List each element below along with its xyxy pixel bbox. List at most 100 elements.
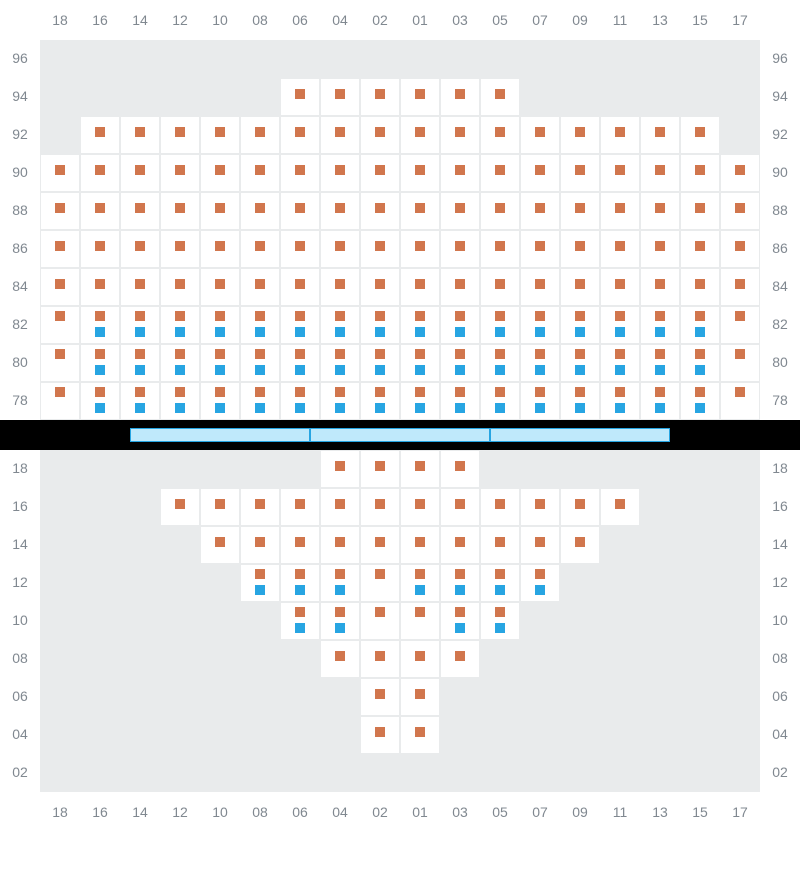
empty-cell xyxy=(160,450,200,488)
blue-marker xyxy=(695,365,705,375)
col-label: 03 xyxy=(440,804,480,820)
row-label: 78 xyxy=(760,392,800,408)
empty-cell xyxy=(240,40,280,78)
orange-marker xyxy=(615,349,625,359)
empty-cell xyxy=(480,716,520,754)
col-label: 14 xyxy=(120,804,160,820)
empty-cell xyxy=(720,526,760,564)
col-label: 11 xyxy=(600,804,640,820)
orange-marker xyxy=(175,499,185,509)
empty-cell xyxy=(80,488,120,526)
empty-cell xyxy=(120,526,160,564)
orange-marker xyxy=(495,165,505,175)
empty-cell xyxy=(400,754,440,792)
empty-cell xyxy=(720,678,760,716)
orange-marker xyxy=(735,311,745,321)
empty-cell xyxy=(560,678,600,716)
col-label: 15 xyxy=(680,804,720,820)
orange-marker xyxy=(215,499,225,509)
blue-marker xyxy=(335,365,345,375)
empty-cell xyxy=(200,678,240,716)
empty-cell xyxy=(120,640,160,678)
empty-cell xyxy=(480,40,520,78)
empty-cell xyxy=(680,678,720,716)
empty-cell xyxy=(640,488,680,526)
orange-marker xyxy=(335,203,345,213)
orange-marker xyxy=(175,241,185,251)
orange-marker xyxy=(415,461,425,471)
orange-marker xyxy=(695,165,705,175)
orange-marker xyxy=(255,203,265,213)
orange-marker xyxy=(375,499,385,509)
orange-marker xyxy=(575,349,585,359)
orange-marker xyxy=(495,537,505,547)
blue-marker xyxy=(575,365,585,375)
col-label: 09 xyxy=(560,12,600,28)
orange-marker xyxy=(295,569,305,579)
orange-marker xyxy=(175,127,185,137)
orange-marker xyxy=(735,241,745,251)
blue-marker xyxy=(135,365,145,375)
empty-cell xyxy=(280,716,320,754)
row-label: 94 xyxy=(760,88,800,104)
orange-marker xyxy=(175,279,185,289)
orange-marker xyxy=(655,165,665,175)
orange-marker xyxy=(415,349,425,359)
orange-marker xyxy=(415,203,425,213)
blue-marker xyxy=(455,623,465,633)
orange-marker xyxy=(655,241,665,251)
empty-cell xyxy=(240,640,280,678)
empty-cell xyxy=(320,40,360,78)
empty-cell xyxy=(640,716,680,754)
blue-marker xyxy=(215,327,225,337)
col-label: 09 xyxy=(560,804,600,820)
blue-marker xyxy=(655,327,665,337)
orange-marker xyxy=(615,165,625,175)
orange-marker xyxy=(215,165,225,175)
row-label: 08 xyxy=(0,650,40,666)
orange-marker xyxy=(255,569,265,579)
orange-marker xyxy=(455,165,465,175)
orange-marker xyxy=(535,127,545,137)
blue-marker xyxy=(135,403,145,413)
empty-cell xyxy=(720,40,760,78)
orange-marker xyxy=(375,461,385,471)
orange-marker xyxy=(415,651,425,661)
empty-cell xyxy=(600,678,640,716)
empty-cell xyxy=(680,450,720,488)
orange-marker xyxy=(415,689,425,699)
col-label: 13 xyxy=(640,12,680,28)
blue-marker xyxy=(295,623,305,633)
orange-marker xyxy=(695,127,705,137)
blue-marker xyxy=(655,403,665,413)
col-label: 12 xyxy=(160,12,200,28)
orange-marker xyxy=(415,165,425,175)
col-label: 02 xyxy=(360,804,400,820)
row-label: 16 xyxy=(0,498,40,514)
empty-cell xyxy=(80,564,120,602)
orange-marker xyxy=(575,311,585,321)
orange-marker xyxy=(415,499,425,509)
empty-cell xyxy=(560,640,600,678)
orange-marker xyxy=(535,203,545,213)
orange-marker xyxy=(575,203,585,213)
empty-cell xyxy=(320,716,360,754)
orange-marker xyxy=(335,349,345,359)
empty-cell xyxy=(240,716,280,754)
blue-marker xyxy=(215,403,225,413)
empty-cell xyxy=(640,754,680,792)
col-label: 10 xyxy=(200,12,240,28)
orange-marker xyxy=(335,387,345,397)
orange-marker xyxy=(575,165,585,175)
empty-cell xyxy=(120,488,160,526)
empty-cell xyxy=(280,754,320,792)
blue-marker xyxy=(375,327,385,337)
orange-marker xyxy=(215,279,225,289)
empty-cell xyxy=(600,78,640,116)
empty-cell xyxy=(160,40,200,78)
row-label: 88 xyxy=(0,202,40,218)
row-label: 92 xyxy=(760,126,800,142)
empty-cell xyxy=(200,78,240,116)
orange-marker xyxy=(255,387,265,397)
blue-marker xyxy=(255,365,265,375)
